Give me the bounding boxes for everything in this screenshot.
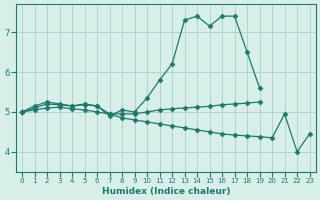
X-axis label: Humidex (Indice chaleur): Humidex (Indice chaleur) xyxy=(101,187,230,196)
